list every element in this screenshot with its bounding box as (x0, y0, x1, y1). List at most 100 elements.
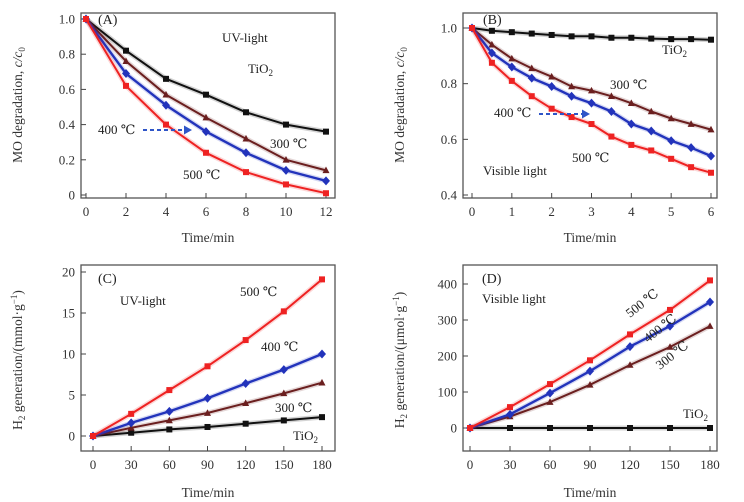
data-point (668, 155, 675, 162)
series-300 (89, 378, 326, 439)
data-point (90, 433, 96, 439)
series-label: TiO2 (662, 42, 687, 59)
data-point (648, 147, 655, 154)
data-point (203, 393, 212, 403)
x-tick-label: 150 (274, 457, 294, 472)
y-tick-label: 15 (62, 306, 75, 321)
data-point (241, 379, 250, 389)
data-point (166, 426, 173, 433)
data-point (242, 148, 250, 158)
data-point (587, 425, 593, 431)
series-label: 300 ℃ (653, 338, 692, 373)
data-point (162, 100, 170, 110)
x-tick-label: 30 (504, 457, 517, 472)
data-point (527, 73, 536, 83)
series-label: TiO2 (248, 61, 273, 78)
data-point (283, 181, 289, 188)
x-tick-label: 12 (320, 204, 333, 219)
x-tick-label: 0 (469, 204, 476, 219)
data-point (588, 33, 595, 40)
data-point (706, 322, 714, 329)
panel-label: (B) (483, 13, 502, 28)
data-point (567, 91, 576, 101)
data-point (627, 119, 636, 129)
y-tick-label: 0.6 (441, 132, 458, 147)
x-tick-label: 180 (700, 457, 720, 472)
data-point (607, 107, 616, 116)
data-point (708, 169, 714, 176)
data-point (648, 35, 655, 42)
data-point (528, 93, 535, 100)
data-point (203, 91, 209, 98)
x-tick-label: 90 (584, 457, 597, 472)
data-point (319, 414, 325, 421)
series-tio2 (469, 25, 714, 43)
chart-panel-c: 0 30 60 90 120 150 180 0 5 10 15 20 Time/min H2 gener… (9, 264, 336, 500)
data-point (507, 425, 513, 431)
y-tick-label: 0.4 (59, 117, 76, 132)
x-tick-label: 60 (163, 457, 176, 472)
series-label: 400 ℃ (98, 122, 135, 137)
y-tick-label: 0.2 (59, 152, 75, 167)
chart-panel-d: 0 30 60 90 120 150 180 0 100 200 300 400 Time/min H2 … (391, 264, 720, 500)
series-line-halo (469, 323, 712, 431)
series-label: 500 ℃ (572, 150, 609, 165)
series-label: TiO2 (683, 406, 708, 423)
x-tick-label: 0 (90, 457, 97, 472)
data-point (128, 410, 135, 417)
panel-label: (A) (98, 13, 118, 28)
x-tick-label: 30 (125, 457, 138, 472)
data-point (607, 92, 615, 99)
data-point (546, 388, 554, 398)
series-label: 300 ℃ (275, 400, 312, 415)
data-point (283, 121, 289, 128)
x-tick-label: 5 (668, 204, 675, 219)
series-label: 500 ℃ (623, 286, 662, 321)
plot-frame (80, 12, 336, 199)
data-point (488, 27, 495, 34)
data-point (548, 72, 556, 80)
data-point (127, 418, 136, 428)
data-point (667, 306, 673, 313)
series-line-halo (83, 17, 327, 184)
x-axis-label: Time/min (564, 485, 617, 500)
data-point (507, 404, 513, 411)
series-300 (82, 15, 330, 174)
data-point (318, 378, 326, 386)
data-point (280, 389, 288, 397)
x-tick-label: 10 (280, 204, 293, 219)
data-point (707, 151, 715, 161)
data-point (688, 164, 695, 171)
data-point (707, 277, 713, 284)
data-point (280, 308, 287, 315)
data-point (242, 399, 250, 406)
y-tick-label: 20 (62, 265, 75, 280)
series-label: 300 ℃ (270, 136, 307, 151)
data-point (666, 343, 674, 350)
data-point (123, 47, 129, 54)
series-label: TiO2 (293, 428, 318, 445)
data-point (242, 134, 250, 142)
data-point (123, 82, 129, 89)
data-point (203, 149, 209, 156)
data-point (706, 297, 714, 307)
series-400 (466, 297, 714, 433)
series-500 (467, 277, 713, 431)
chart-panel-b: 0 1 2 3 4 5 6 0.4 0.6 0.8 1.0 Time/min MO degradatio… (392, 12, 718, 245)
series-label: 400 ℃ (261, 339, 298, 354)
y-tick-label: 0 (69, 188, 76, 203)
data-point (507, 62, 516, 72)
data-point (548, 105, 555, 112)
panel-label: (D) (482, 272, 502, 287)
data-point (627, 331, 633, 338)
data-point (202, 127, 210, 137)
data-point (667, 425, 673, 431)
data-point (608, 133, 615, 140)
data-point (687, 143, 696, 153)
series-label: 500 ℃ (183, 167, 220, 182)
x-tick-label: 4 (628, 204, 635, 219)
light-condition-label: UV-light (222, 30, 268, 45)
arrow-head-icon (184, 125, 192, 135)
data-point (586, 366, 594, 376)
